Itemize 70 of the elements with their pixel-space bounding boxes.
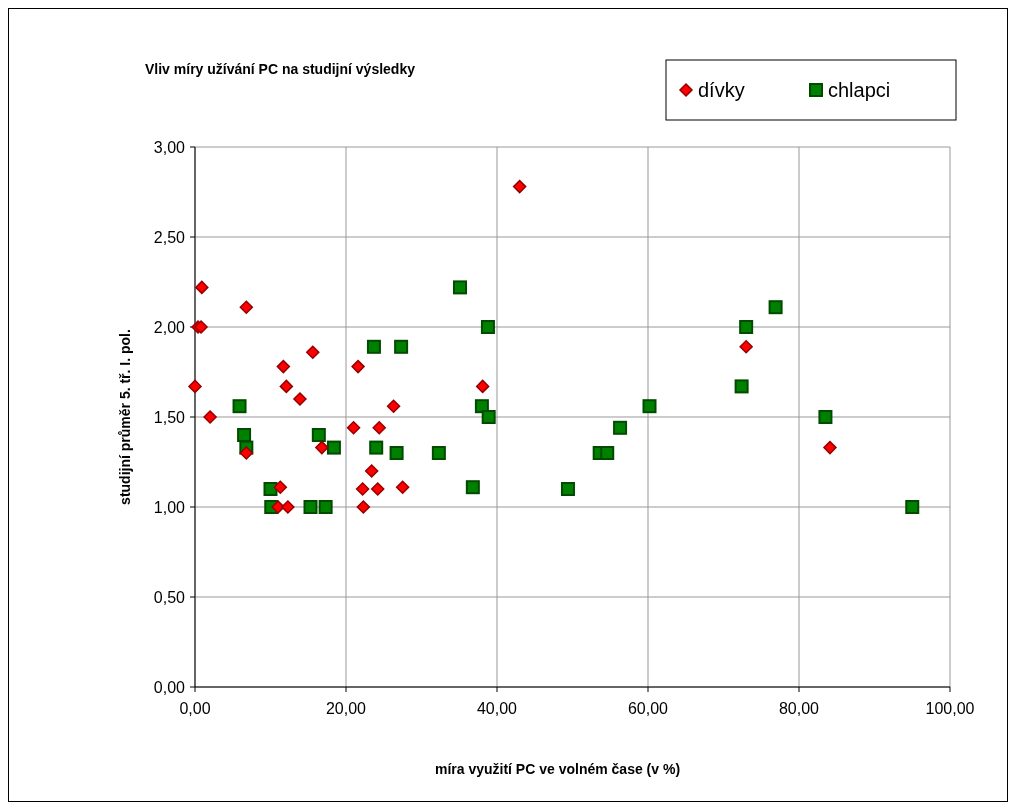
point [366,339,381,354]
point [481,410,496,424]
y-tick-label: 1,00 [153,498,186,516]
y-tick-label: 1,50 [153,408,186,426]
point [318,500,333,514]
point [370,482,385,496]
point [642,399,657,414]
point [195,280,209,295]
point [188,379,202,394]
point [276,359,291,374]
point [475,379,490,394]
point [311,428,326,442]
point [560,482,575,496]
point [613,420,628,435]
point [232,399,247,414]
y-axis-title: studijní průměr 5. tř. I. pol. [117,329,133,505]
x-axis-title: míra využití PC ve volném čase (v %) [434,761,681,777]
point [739,340,753,354]
x-tick-label: 80,00 [778,700,820,717]
y-tick-label: 3,00 [153,138,186,156]
point [203,410,217,424]
point [512,179,527,194]
point [239,446,254,460]
point [739,320,754,334]
point [372,421,386,435]
legend-label: chlapci [828,79,891,101]
point [600,446,615,460]
point [768,300,783,315]
x-tick-label: 0,00 [179,700,211,717]
point [818,410,833,424]
point [474,399,489,414]
point [395,480,410,494]
y-tick-label: 0,00 [153,678,186,696]
point [355,482,370,496]
point [431,446,446,460]
legend-label: dívky [698,79,745,101]
point [315,440,329,455]
x-tick-label: 40,00 [476,700,518,717]
point [389,446,404,460]
point [293,392,307,406]
x-tick-label: 20,00 [325,700,367,717]
point [465,480,480,495]
point [279,379,294,394]
point [306,345,320,359]
point [394,339,409,354]
point [351,359,365,374]
point [346,421,361,435]
point [239,300,254,314]
point [263,482,278,496]
point [281,500,295,514]
point [364,464,379,478]
point [326,440,341,455]
point [271,500,285,514]
y-tick-label: 2,00 [153,318,186,336]
point [303,500,318,514]
point [734,379,749,394]
y-tick-label: 2,50 [153,228,186,246]
point [356,500,371,514]
chart-title: Vliv míry užívání PC na studijní výsledky [145,61,416,77]
point [453,280,468,295]
y-tick-label: 0,50 [153,588,186,606]
point [237,428,252,442]
point [823,440,837,455]
point [273,480,288,494]
x-tick-label: 100,00 [925,700,975,717]
point [480,320,495,334]
point [386,399,401,413]
x-tick-label: 60,00 [627,700,669,717]
point [905,500,920,514]
point [369,440,384,455]
